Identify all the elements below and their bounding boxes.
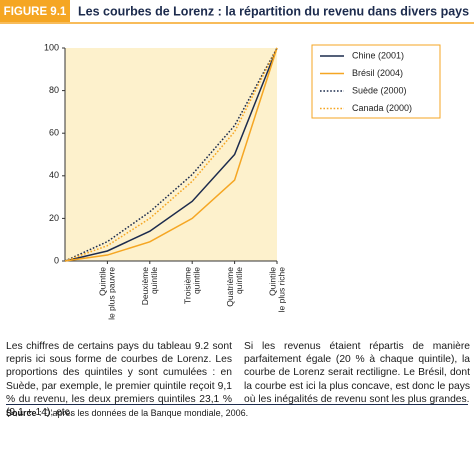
x-tick-label: quintile xyxy=(149,267,159,294)
chart-title: Les courbes de Lorenz : la répartition d… xyxy=(78,4,469,18)
chart: FIGURE 9.1 Les courbes de Lorenz : la ré… xyxy=(0,0,474,320)
y-tick-label: 100 xyxy=(44,42,59,52)
legend-label: Canada (2000) xyxy=(352,103,412,113)
paragraph-left: Les chiffres de certains pays du tableau… xyxy=(6,341,232,419)
x-tick-label: le plus pauvre xyxy=(107,267,117,320)
figure-label-box xyxy=(0,0,70,22)
x-tick-label: Quintile xyxy=(267,267,277,296)
series-line xyxy=(64,47,278,262)
legend-label: Brésil (2004) xyxy=(352,68,403,78)
paragraph-right: Si les revenus étaient répartis de maniè… xyxy=(244,341,470,405)
y-tick-label: 20 xyxy=(49,213,59,223)
legend-label: Chine (2001) xyxy=(352,50,404,60)
source-label: Source xyxy=(6,408,37,418)
y-tick-label: 60 xyxy=(49,128,59,138)
source-text: : D’après les données de la Banque mondi… xyxy=(36,408,249,418)
plot-background xyxy=(65,48,277,261)
x-tick-label: quintile xyxy=(191,267,201,294)
x-tick-label: Quatrième xyxy=(225,267,235,307)
legend-label: Suède (2000) xyxy=(352,85,407,95)
y-tick-label: 80 xyxy=(49,85,59,95)
figure-label: FIGURE 9.1 xyxy=(4,6,67,18)
x-tick-label: Troisième xyxy=(182,267,192,304)
legend-box xyxy=(311,44,441,119)
x-tick-label: Quintile xyxy=(98,267,108,296)
x-tick-label: Deuxième xyxy=(140,267,150,306)
series-line xyxy=(64,47,278,262)
series-line xyxy=(64,47,278,262)
x-tick-label: le plus riche xyxy=(276,267,286,313)
y-tick-label: 40 xyxy=(49,170,59,180)
source: Source : D’après les données de la Banqu… xyxy=(6,404,468,418)
y-tick-label: 0 xyxy=(54,255,59,265)
x-tick-label: quintile xyxy=(234,267,244,294)
series-line xyxy=(64,47,278,262)
